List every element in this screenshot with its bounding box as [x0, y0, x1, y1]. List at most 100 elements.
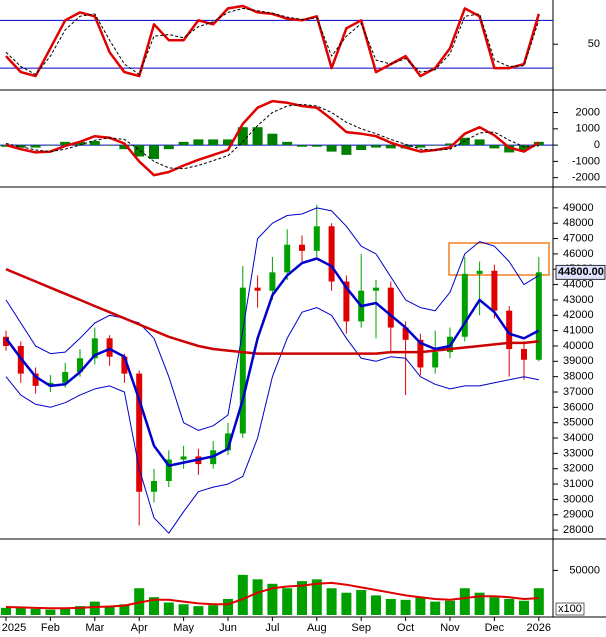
candle-body [476, 270, 483, 274]
x-tick-label: Jul [265, 622, 279, 634]
bar [297, 145, 307, 147]
y-tick-label: -2000 [572, 172, 600, 184]
x-tick-label: Nov [440, 622, 460, 634]
bar [356, 590, 367, 615]
candle-body [77, 358, 83, 373]
y-tick-label: 42000 [563, 309, 594, 321]
candle-body [373, 287, 379, 291]
y-tick-label: 35000 [563, 417, 594, 429]
bar [30, 145, 41, 148]
bar [45, 145, 56, 146]
bar [489, 597, 500, 615]
bar [415, 145, 426, 148]
bar [60, 607, 71, 615]
bar [533, 588, 544, 615]
bar [193, 606, 204, 615]
candle-body [328, 226, 335, 282]
candle-body [136, 373, 143, 492]
candle-body [47, 382, 54, 386]
y-tick-label: 48000 [563, 217, 594, 229]
bar [208, 605, 219, 615]
bar [89, 141, 100, 146]
bar [149, 597, 159, 615]
x-tick-label: 2025 [2, 622, 26, 634]
y-tick-label: 39000 [563, 355, 594, 367]
bar [75, 606, 85, 615]
y-tick-label: 34000 [563, 432, 594, 444]
y-tick-label: 49000 [563, 202, 594, 214]
candle-body [506, 310, 513, 350]
bar [356, 145, 367, 150]
bar [1, 607, 11, 615]
bar [415, 597, 426, 615]
candle-body [299, 244, 305, 251]
x-tick-label: Oct [397, 622, 414, 634]
bar [326, 145, 337, 152]
x-tick-label: Apr [131, 622, 148, 634]
bar [519, 600, 529, 615]
candle-body [3, 336, 9, 346]
bar [297, 581, 307, 615]
y-tick-label: 41000 [563, 325, 594, 337]
y-tick-label: -1000 [572, 155, 600, 167]
bar [134, 145, 145, 157]
series-line [5, 103, 539, 170]
x-tick-label: 2026 [527, 622, 551, 634]
candle-body [180, 456, 187, 460]
bar [163, 145, 174, 150]
candle-body [121, 356, 128, 374]
candle-body [402, 327, 409, 340]
candle-body [491, 270, 498, 311]
y-tick-label: 0 [594, 139, 600, 151]
bar [178, 604, 189, 615]
y-tick-label: 32000 [563, 463, 594, 475]
bar [252, 127, 263, 146]
bar [445, 600, 455, 615]
x-tick-label: Mar [85, 622, 104, 634]
bar [60, 141, 71, 146]
bar [311, 145, 322, 147]
bar [163, 602, 174, 615]
x-tick-label: May [173, 622, 194, 634]
bar [459, 588, 470, 615]
y-tick-label: 50 [588, 38, 600, 50]
bar [75, 141, 85, 146]
bar [519, 145, 529, 150]
bar [430, 145, 441, 146]
bar [430, 601, 441, 615]
bar [371, 595, 381, 615]
candle-body [151, 480, 157, 492]
series-line [5, 99, 540, 177]
y-tick-label: 30000 [563, 493, 594, 505]
y-tick-label: 40000 [563, 340, 594, 352]
bar [149, 145, 159, 159]
y-tick-label: 50000 [569, 564, 600, 576]
candle-body [387, 287, 394, 328]
candle-body [225, 433, 231, 451]
bar [267, 583, 278, 615]
series-line [5, 207, 540, 431]
bar [445, 143, 455, 146]
bar [45, 609, 56, 615]
bar [341, 145, 352, 155]
series-line [5, 307, 539, 534]
bar [178, 141, 189, 146]
candle-body [106, 338, 113, 357]
x-tick-label: Feb [41, 622, 60, 634]
y-tick-label: 38000 [563, 371, 594, 383]
y-tick-label: 2000 [576, 106, 600, 118]
bar [104, 606, 115, 615]
series-line [5, 4, 540, 78]
unit-label: x100 [558, 603, 582, 615]
candle-body [62, 372, 69, 383]
bar [311, 579, 322, 615]
candle-body [91, 338, 98, 359]
y-tick-label: 37000 [563, 386, 594, 398]
candle-body [254, 287, 261, 291]
bar [385, 145, 396, 149]
bar [30, 608, 41, 615]
bar [223, 598, 233, 615]
bar [15, 606, 26, 615]
y-tick-label: 43000 [563, 294, 594, 306]
